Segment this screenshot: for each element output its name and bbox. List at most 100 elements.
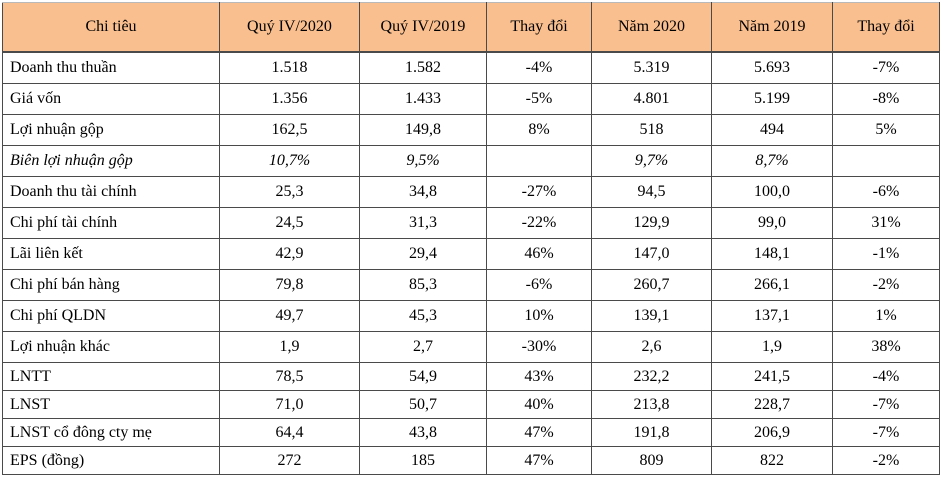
- row-value: 5.199: [711, 83, 833, 115]
- row-value: 241,5: [711, 362, 833, 391]
- table-row: LNTT 78,5 54,9 43% 232,2 241,5 -4%: [2, 362, 940, 391]
- row-value: 162,5: [219, 114, 360, 146]
- row-value: 45,3: [359, 300, 487, 332]
- row-value: 100,0: [711, 176, 833, 208]
- row-value: 213,8: [591, 390, 712, 419]
- row-value: 5.693: [711, 51, 833, 84]
- row-value: -7%: [832, 418, 940, 447]
- row-value: -6%: [832, 176, 940, 208]
- row-label: Lãi liên kết: [2, 238, 220, 270]
- row-label: Biên lợi nhuận gộp: [2, 145, 220, 177]
- table-row: LNST 71,0 50,7 40% 213,8 228,7 -7%: [2, 390, 940, 419]
- row-value: 1,9: [711, 331, 833, 363]
- row-value: 139,1: [591, 300, 712, 332]
- table-header: Chi tiêu Quý IV/2020 Quý IV/2019 Thay đổ…: [2, 2, 940, 53]
- row-value: [832, 145, 940, 177]
- column-header-nam-2020: Năm 2020: [591, 2, 712, 53]
- row-value: 228,7: [711, 390, 833, 419]
- column-header-thay-doi-nam: Thay đổi: [832, 2, 940, 53]
- table-body: Doanh thu thuần 1.518 1.582 -4% 5.319 5.693 -7…: [2, 51, 940, 475]
- row-value: 99,0: [711, 207, 833, 239]
- row-value: 232,2: [591, 362, 712, 391]
- row-value: 5.319: [591, 51, 712, 84]
- row-value: 85,3: [359, 269, 487, 301]
- row-value: 129,9: [591, 207, 712, 239]
- row-value: 1%: [832, 300, 940, 332]
- row-value: 43%: [486, 362, 592, 391]
- row-label: Lợi nhuận khác: [2, 331, 220, 363]
- row-value: 147,0: [591, 238, 712, 270]
- row-value: 94,5: [591, 176, 712, 208]
- row-value: 38%: [832, 331, 940, 363]
- row-value: 272: [219, 446, 360, 475]
- row-value: 31%: [832, 207, 940, 239]
- row-value: 9,7%: [591, 145, 712, 177]
- row-label: EPS (đồng): [2, 446, 220, 475]
- row-value: 34,8: [359, 176, 487, 208]
- row-value: 25,3: [219, 176, 360, 208]
- row-value: [486, 145, 592, 177]
- row-value: -7%: [832, 51, 940, 84]
- row-label: LNST: [2, 390, 220, 419]
- row-label: Doanh thu tài chính: [2, 176, 220, 208]
- table-row: EPS (đồng) 272 185 47% 809 822 -2%: [2, 446, 940, 475]
- row-value: 1.356: [219, 83, 360, 115]
- row-value: 10,7%: [219, 145, 360, 177]
- row-label: Chi phí QLDN: [2, 300, 220, 332]
- row-value: 29,4: [359, 238, 487, 270]
- table-row: Lợi nhuận khác 1,9 2,7 -30% 2,6 1,9 38%: [2, 331, 940, 363]
- row-value: 2,7: [359, 331, 487, 363]
- row-value: 1.518: [219, 51, 360, 84]
- row-value: 185: [359, 446, 487, 475]
- table-row: Biên lợi nhuận gộp 10,7% 9,5% 9,7% 8,7%: [2, 145, 940, 177]
- row-value: -7%: [832, 390, 940, 419]
- row-value: 5%: [832, 114, 940, 146]
- row-value: 266,1: [711, 269, 833, 301]
- table-header-row: Chi tiêu Quý IV/2020 Quý IV/2019 Thay đổ…: [2, 2, 940, 53]
- table-row: Giá vốn 1.356 1.433 -5% 4.801 5.199 -8%: [2, 83, 940, 115]
- row-label: Lợi nhuận gộp: [2, 114, 220, 146]
- column-header-quy-iv-2020: Quý IV/2020: [219, 2, 360, 53]
- row-value: 79,8: [219, 269, 360, 301]
- table-row: Chi phí tài chính 24,5 31,3 -22% 129,9 99,0 31…: [2, 207, 940, 239]
- row-value: 24,5: [219, 207, 360, 239]
- row-label: LNST cổ đông cty mẹ: [2, 418, 220, 447]
- row-value: 47%: [486, 418, 592, 447]
- row-value: -6%: [486, 269, 592, 301]
- row-value: 78,5: [219, 362, 360, 391]
- table-row: Chi phí QLDN 49,7 45,3 10% 139,1 137,1 1%: [2, 300, 940, 332]
- row-value: -2%: [832, 269, 940, 301]
- row-label: LNTT: [2, 362, 220, 391]
- row-label: Giá vốn: [2, 83, 220, 115]
- row-value: -2%: [832, 446, 940, 475]
- row-value: -22%: [486, 207, 592, 239]
- row-value: 4.801: [591, 83, 712, 115]
- column-header-quy-iv-2019: Quý IV/2019: [359, 2, 487, 53]
- financial-results-table: Chi tiêu Quý IV/2020 Quý IV/2019 Thay đổ…: [2, 2, 940, 475]
- row-value: 8%: [486, 114, 592, 146]
- row-value: 43,8: [359, 418, 487, 447]
- row-value: 2,6: [591, 331, 712, 363]
- table-row: Doanh thu tài chính 25,3 34,8 -27% 94,5 100,0…: [2, 176, 940, 208]
- row-value: 71,0: [219, 390, 360, 419]
- row-value: 518: [591, 114, 712, 146]
- row-value: 31,3: [359, 207, 487, 239]
- row-value: 64,4: [219, 418, 360, 447]
- row-value: 822: [711, 446, 833, 475]
- row-value: -4%: [832, 362, 940, 391]
- row-value: 42,9: [219, 238, 360, 270]
- row-value: 137,1: [711, 300, 833, 332]
- row-value: 8,7%: [711, 145, 833, 177]
- row-value: -4%: [486, 51, 592, 84]
- row-value: 54,9: [359, 362, 487, 391]
- row-value: 260,7: [591, 269, 712, 301]
- row-value: 40%: [486, 390, 592, 419]
- row-value: 809: [591, 446, 712, 475]
- table-row: LNST cổ đông cty mẹ 64,4 43,8 47% 191,8 206,9…: [2, 418, 940, 447]
- row-value: 206,9: [711, 418, 833, 447]
- row-value: -8%: [832, 83, 940, 115]
- table-row: Chi phí bán hàng 79,8 85,3 -6% 260,7 266,1 -2%: [2, 269, 940, 301]
- row-value: -27%: [486, 176, 592, 208]
- column-header-chi-tieu: Chi tiêu: [2, 2, 220, 53]
